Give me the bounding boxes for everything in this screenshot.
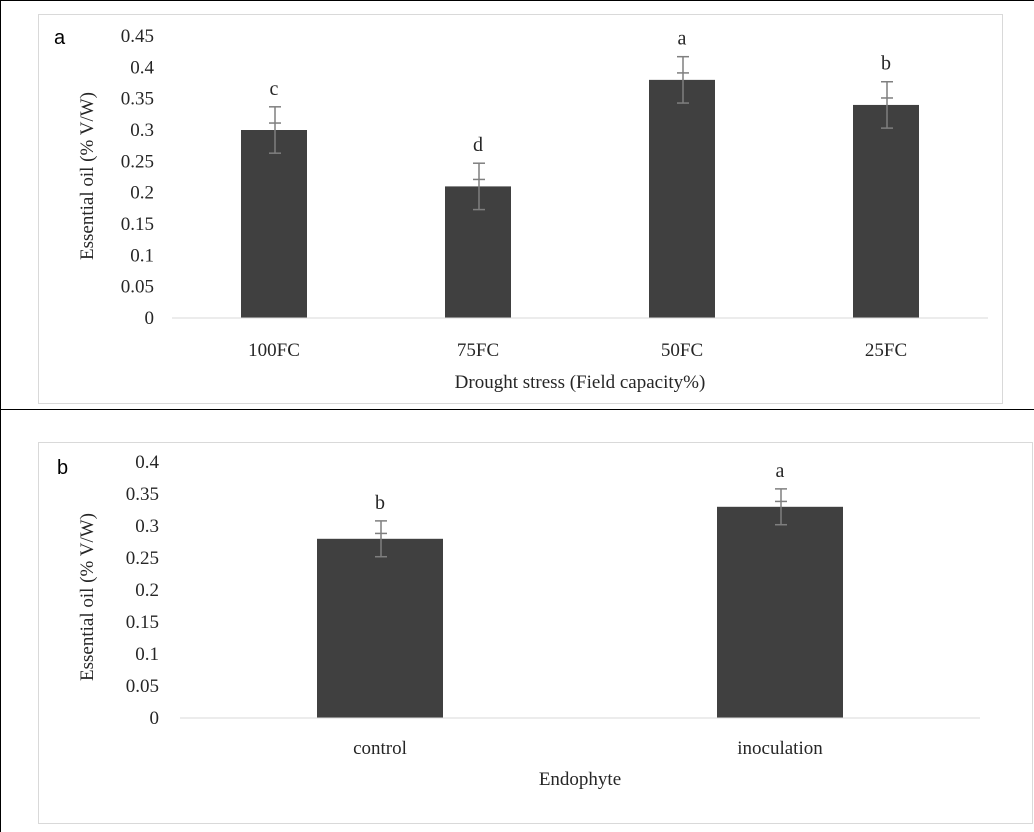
x-tick-label: 25FC: [865, 340, 907, 361]
significance-letter: c: [270, 78, 279, 100]
bar: [445, 186, 511, 318]
y-axis-label: Essential oil (% V/W): [77, 513, 98, 681]
y-axis-label: Essential oil (% V/W): [77, 92, 98, 260]
significance-letter: a: [776, 460, 785, 482]
y-tick-label: 0.25: [126, 548, 159, 569]
x-axis-label: Drought stress (Field capacity%): [455, 372, 706, 393]
y-tick-label: 0.05: [126, 676, 159, 697]
y-tick-label: 0.35: [126, 484, 159, 505]
x-tick-label: 50FC: [661, 340, 703, 361]
y-tick-label: 0.3: [135, 516, 159, 537]
significance-letter: a: [678, 28, 687, 50]
panel-letter-b: b: [57, 457, 68, 479]
significance-letter: d: [473, 134, 483, 156]
frame-left-line: [0, 0, 1, 832]
y-tick-label: 0: [145, 308, 155, 329]
y-tick-label: 0.1: [130, 245, 154, 266]
y-tick-label: 0.45: [121, 26, 154, 47]
bar: [241, 130, 307, 318]
panel-letter-a: a: [54, 27, 66, 49]
y-tick-label: 0.35: [121, 89, 154, 110]
chart-panel-b-border: [38, 442, 1033, 824]
x-tick-label: inoculation: [737, 738, 823, 759]
y-tick-label: 0.4: [130, 57, 154, 78]
y-tick-label: 0.3: [130, 120, 154, 141]
y-tick-label: 0.1: [135, 644, 159, 665]
significance-letter: b: [881, 53, 891, 75]
frame-divider-line: [0, 409, 1034, 410]
chart-panel-a-border: [38, 14, 1003, 404]
y-tick-label: 0.05: [121, 277, 154, 298]
chart-a: a 0 0.05 0.1 0.15 0.2 0.25 0.3 0.35 0.4 0.45 c 100…: [54, 26, 988, 393]
y-tick-label: 0.15: [126, 612, 159, 633]
y-tick-label: 0.4: [135, 452, 159, 473]
frame-top-line: [0, 0, 1034, 1]
y-tick-label: 0.15: [121, 214, 154, 235]
y-tick-label: 0: [150, 708, 160, 729]
x-axis-label: Endophyte: [539, 769, 621, 790]
chart-b: b 0 0.05 0.1 0.15 0.2 0.25 0.3 0.35 0.4 b control…: [57, 452, 980, 790]
significance-letter: b: [375, 492, 385, 514]
y-tick-label: 0.25: [121, 151, 154, 172]
x-tick-label: 100FC: [248, 340, 300, 361]
bar: [317, 538, 443, 718]
x-tick-label: control: [353, 738, 407, 759]
bar: [853, 104, 919, 318]
y-tick-label: 0.2: [135, 580, 159, 601]
y-tick-label: 0.2: [130, 183, 154, 204]
bar: [649, 79, 715, 318]
bar: [717, 506, 843, 718]
x-tick-label: 75FC: [457, 340, 499, 361]
